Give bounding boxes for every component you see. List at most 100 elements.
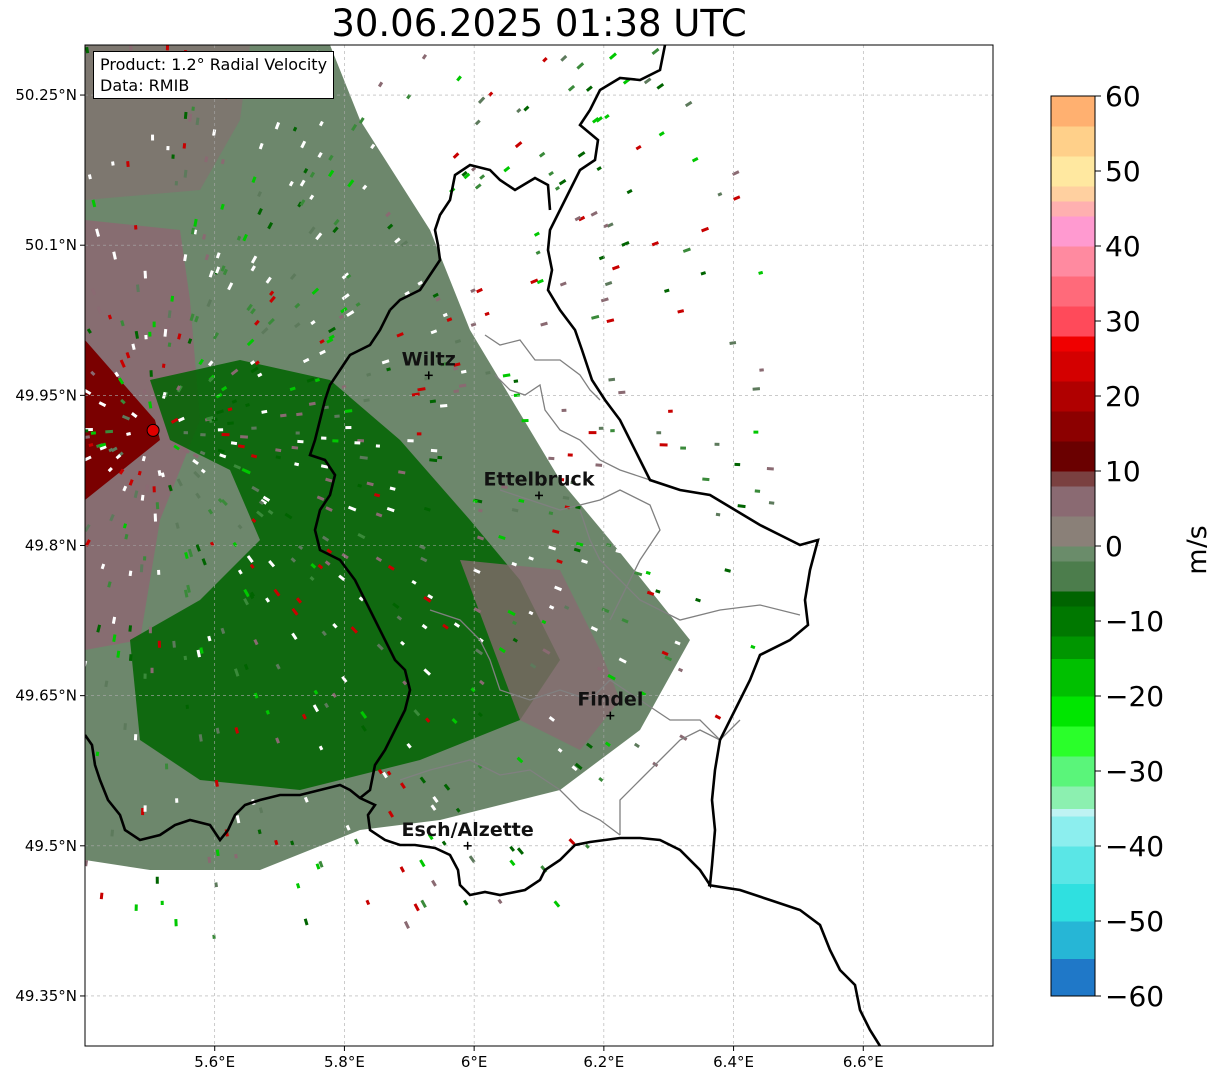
velocity-gate	[149, 370, 153, 377]
velocity-gate	[386, 506, 395, 513]
velocity-gate	[338, 314, 344, 320]
velocity-gate	[603, 223, 609, 229]
velocity-gate	[758, 270, 764, 275]
velocity-gate	[191, 106, 195, 111]
colorbar-band	[1051, 471, 1095, 487]
colorbar-band	[1051, 958, 1095, 997]
velocity-gate	[288, 180, 294, 187]
colorbar-tick-label: −40	[1105, 830, 1164, 863]
velocity-gate	[217, 448, 225, 454]
velocity-gate	[661, 650, 669, 657]
velocity-gate	[200, 468, 206, 474]
colorbar-band	[1051, 246, 1095, 277]
velocity-gate	[528, 610, 534, 616]
velocity-gate	[588, 431, 597, 435]
velocity-gate	[347, 505, 357, 512]
velocity-gate	[148, 401, 153, 409]
velocity-gate	[385, 211, 391, 218]
velocity-gate	[290, 840, 295, 846]
velocity-gate	[130, 412, 138, 419]
velocity-gate	[567, 453, 573, 457]
velocity-gate	[451, 718, 458, 725]
velocity-gate	[299, 199, 306, 207]
velocity-gate	[419, 859, 426, 868]
colorbar-tick-label: 60	[1105, 80, 1141, 113]
velocity-gate	[340, 307, 348, 314]
velocity-gate	[124, 533, 129, 540]
velocity-gate	[575, 541, 584, 547]
velocity-gate	[554, 585, 563, 592]
velocity-gate	[463, 899, 469, 906]
velocity-gate	[438, 145, 445, 151]
velocity-gate	[195, 544, 201, 552]
velocity-gate	[98, 401, 107, 408]
velocity-gate	[552, 529, 560, 534]
velocity-gate	[375, 512, 383, 518]
velocity-gate	[166, 146, 170, 151]
lon-tick-label: 5.8°E	[324, 1053, 365, 1071]
velocity-gate	[677, 667, 684, 673]
velocity-gate	[659, 443, 668, 447]
velocity-gate	[128, 654, 133, 662]
velocity-gate	[640, 691, 647, 697]
colorbar-band	[1051, 216, 1095, 247]
velocity-gate	[187, 548, 194, 558]
velocity-gate	[303, 918, 309, 926]
velocity-gate	[296, 412, 303, 417]
velocity-gate	[360, 725, 367, 732]
velocity-gate	[231, 399, 238, 404]
lat-tick-label: 49.8°N	[25, 537, 77, 555]
colorbar-band	[1051, 276, 1095, 307]
velocity-gate	[432, 796, 439, 804]
product-label: Product: 1.2° Radial Velocity	[100, 55, 328, 74]
velocity-gate	[157, 470, 162, 477]
velocity-gate	[274, 839, 279, 846]
velocity-gate	[175, 798, 179, 803]
city-label: Esch/Alzette	[402, 819, 534, 841]
velocity-gate	[250, 308, 256, 315]
velocity-gate	[317, 151, 323, 159]
velocity-gate	[175, 522, 180, 529]
velocity-gate	[280, 413, 287, 418]
velocity-gate	[488, 91, 494, 97]
velocity-gate	[429, 458, 438, 463]
velocity-gate	[533, 231, 540, 237]
velocity-gate	[258, 807, 264, 814]
velocity-gate	[135, 284, 140, 293]
velocity-gate	[257, 372, 263, 378]
velocity-gate	[157, 640, 162, 648]
velocity-gate	[656, 82, 665, 90]
velocity-gate	[341, 293, 350, 301]
velocity-gate	[251, 176, 257, 184]
velocity-gate	[208, 376, 215, 383]
velocity-gate	[215, 849, 220, 857]
velocity-gate	[189, 313, 195, 322]
velocity-gate	[143, 805, 147, 812]
velocity-gate	[246, 555, 254, 564]
velocity-gate	[669, 259, 675, 264]
velocity-gate	[645, 570, 651, 575]
velocity-gate	[509, 845, 516, 852]
velocity-gate	[382, 771, 388, 779]
velocity-gate	[148, 331, 152, 337]
velocity-gate	[419, 776, 427, 784]
velocity-gate	[456, 75, 462, 82]
velocity-gate	[596, 166, 602, 171]
velocity-gate	[174, 919, 178, 927]
velocity-gate	[404, 290, 411, 296]
velocity-gate	[477, 764, 483, 770]
velocity-gate	[355, 302, 361, 307]
velocity-gate	[614, 248, 624, 255]
velocity-gate	[540, 321, 548, 327]
velocity-gate	[672, 343, 677, 347]
velocity-gate	[341, 272, 350, 280]
velocity-gate	[443, 783, 451, 791]
velocity-gate	[539, 121, 546, 128]
velocity-gate	[440, 361, 449, 367]
product-info-box: Product: 1.2° Radial Velocity Data: RMIB	[93, 51, 335, 99]
colorbar-tick-label: 0	[1105, 530, 1123, 563]
velocity-gate	[341, 675, 348, 683]
velocity-gate	[227, 421, 234, 426]
velocity-gate	[91, 199, 97, 208]
velocity-gate	[441, 840, 447, 846]
